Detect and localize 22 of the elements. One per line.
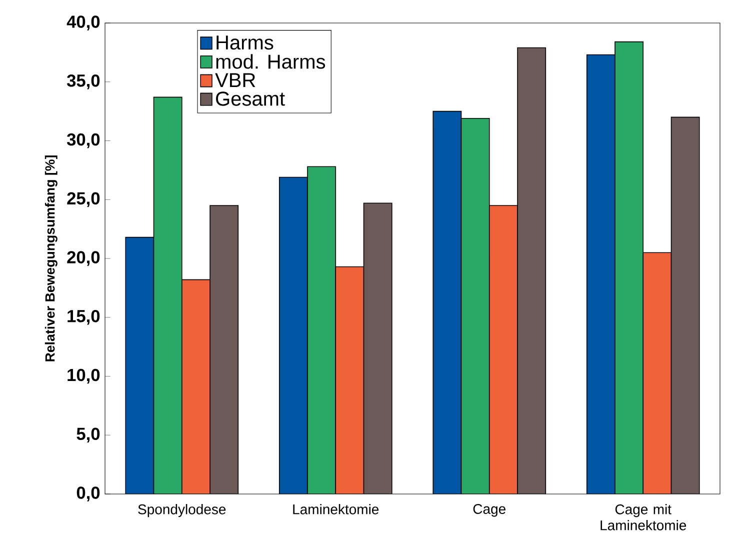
- legend-label: Gesamt: [216, 92, 285, 106]
- y-tick-label: 40,0: [66, 16, 100, 30]
- x-tick-label: Cage: [473, 504, 506, 517]
- y-tick-label: 30,0: [66, 133, 100, 148]
- y-tick-label: 35,0: [66, 74, 100, 90]
- y-tick-label: 25,0: [67, 192, 100, 207]
- legend-label: mod. Harms: [216, 54, 326, 69]
- legend-label: Harms: [216, 36, 274, 50]
- x-tick-label: Laminektomie: [293, 504, 379, 514]
- y-tick-label: 15,0: [68, 310, 100, 325]
- y-tick-label: 20,0: [67, 251, 100, 266]
- legend-label: VBR: [215, 73, 256, 87]
- y-tick-label: 5,0: [76, 428, 100, 442]
- bar: [460, 118, 490, 494]
- bar: [307, 166, 336, 494]
- bar: [153, 96, 182, 494]
- x-tick-label: Spondylodese: [138, 504, 226, 518]
- y-tick-label: 0,0: [76, 486, 100, 502]
- x-tick-label: Cage mit Laminektomie: [600, 504, 686, 530]
- y-axis-title: Relativer Bewegungsumfang [%]: [44, 156, 58, 362]
- bar: [614, 41, 644, 494]
- y-tick-label: 10,0: [68, 368, 100, 384]
